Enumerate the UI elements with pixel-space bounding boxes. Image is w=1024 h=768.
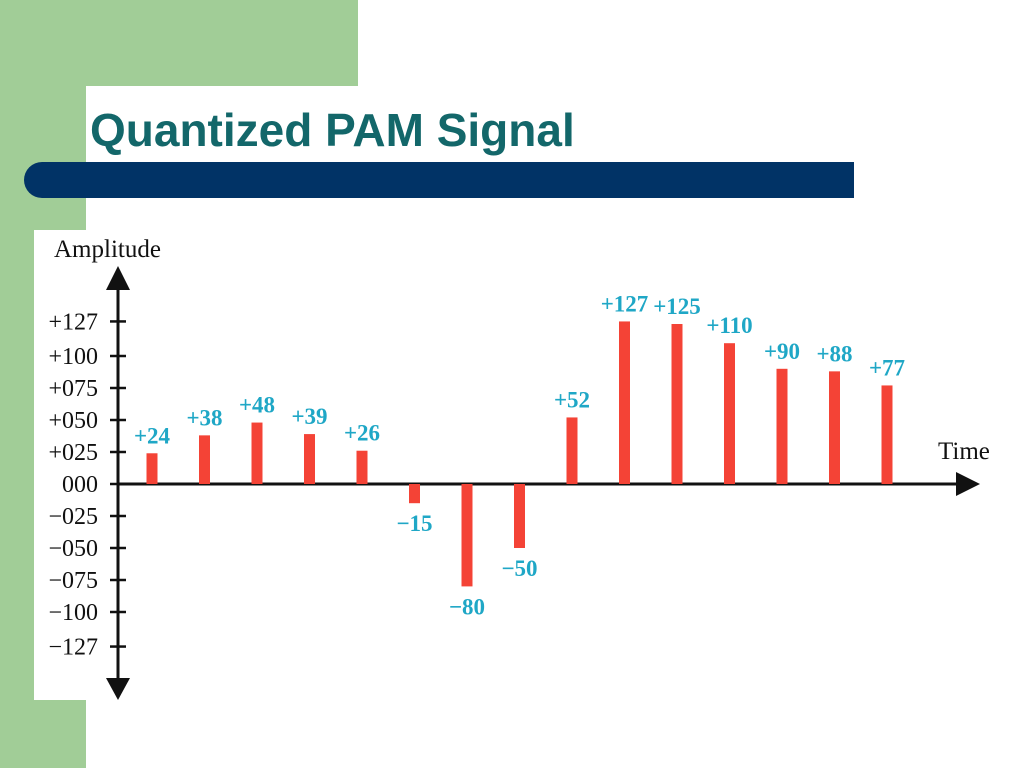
y-axis-arrow-up xyxy=(106,266,130,290)
y-tick-label: +050 xyxy=(48,408,98,434)
data-label: +52 xyxy=(554,387,590,412)
bar xyxy=(146,453,158,484)
data-label: +26 xyxy=(344,421,380,446)
chart-area: Amplitude Time +127 +100 +075 +050 +025 000 −025… xyxy=(34,230,1020,700)
x-axis-arrow xyxy=(956,472,980,496)
data-label: +127 xyxy=(601,291,649,316)
data-label: +48 xyxy=(239,393,275,418)
y-tick-label: −100 xyxy=(48,600,98,626)
bar xyxy=(881,385,893,484)
y-tick-label: +075 xyxy=(48,376,98,402)
y-axis-label: Amplitude xyxy=(54,236,161,263)
background-green-top xyxy=(0,0,358,86)
bar xyxy=(304,434,315,484)
content-rounded-corner xyxy=(86,86,166,166)
data-label: +24 xyxy=(134,423,171,448)
data-label: −15 xyxy=(396,511,432,536)
bar xyxy=(251,422,263,484)
data-label: +90 xyxy=(764,339,800,364)
y-tick-label: −050 xyxy=(48,536,98,562)
bar xyxy=(724,343,735,484)
data-label: +39 xyxy=(291,404,327,429)
data-label: −50 xyxy=(501,556,537,581)
x-axis-label: Time xyxy=(938,438,990,465)
bar xyxy=(619,321,630,484)
bar xyxy=(199,435,210,484)
data-label: +110 xyxy=(706,313,752,338)
bar xyxy=(566,417,578,484)
data-label: +125 xyxy=(653,294,701,319)
y-tick-label: −075 xyxy=(48,568,98,594)
y-tick-label: 000 xyxy=(62,472,98,498)
bar xyxy=(461,484,473,587)
data-label: +77 xyxy=(869,355,905,380)
y-tick-label: −127 xyxy=(48,635,98,661)
pam-chart: Amplitude Time +127 +100 +075 +050 +025 000 −025… xyxy=(48,236,990,700)
y-tick-label: −025 xyxy=(48,504,98,530)
title-underline-bar xyxy=(24,162,854,198)
bar xyxy=(409,484,420,504)
data-label: +38 xyxy=(186,405,222,430)
y-tick-label: +025 xyxy=(48,440,98,466)
bar xyxy=(671,324,683,484)
slide-title: Quantized PAM Signal xyxy=(90,104,575,156)
bar xyxy=(776,368,788,484)
y-axis-arrow-down xyxy=(106,678,130,700)
y-tick-label: +100 xyxy=(48,344,98,370)
data-label: −80 xyxy=(449,594,485,619)
bar xyxy=(514,484,525,548)
bar xyxy=(829,371,840,484)
bar xyxy=(356,450,368,484)
y-tick-label: +127 xyxy=(48,309,98,335)
data-label: +88 xyxy=(816,341,852,366)
